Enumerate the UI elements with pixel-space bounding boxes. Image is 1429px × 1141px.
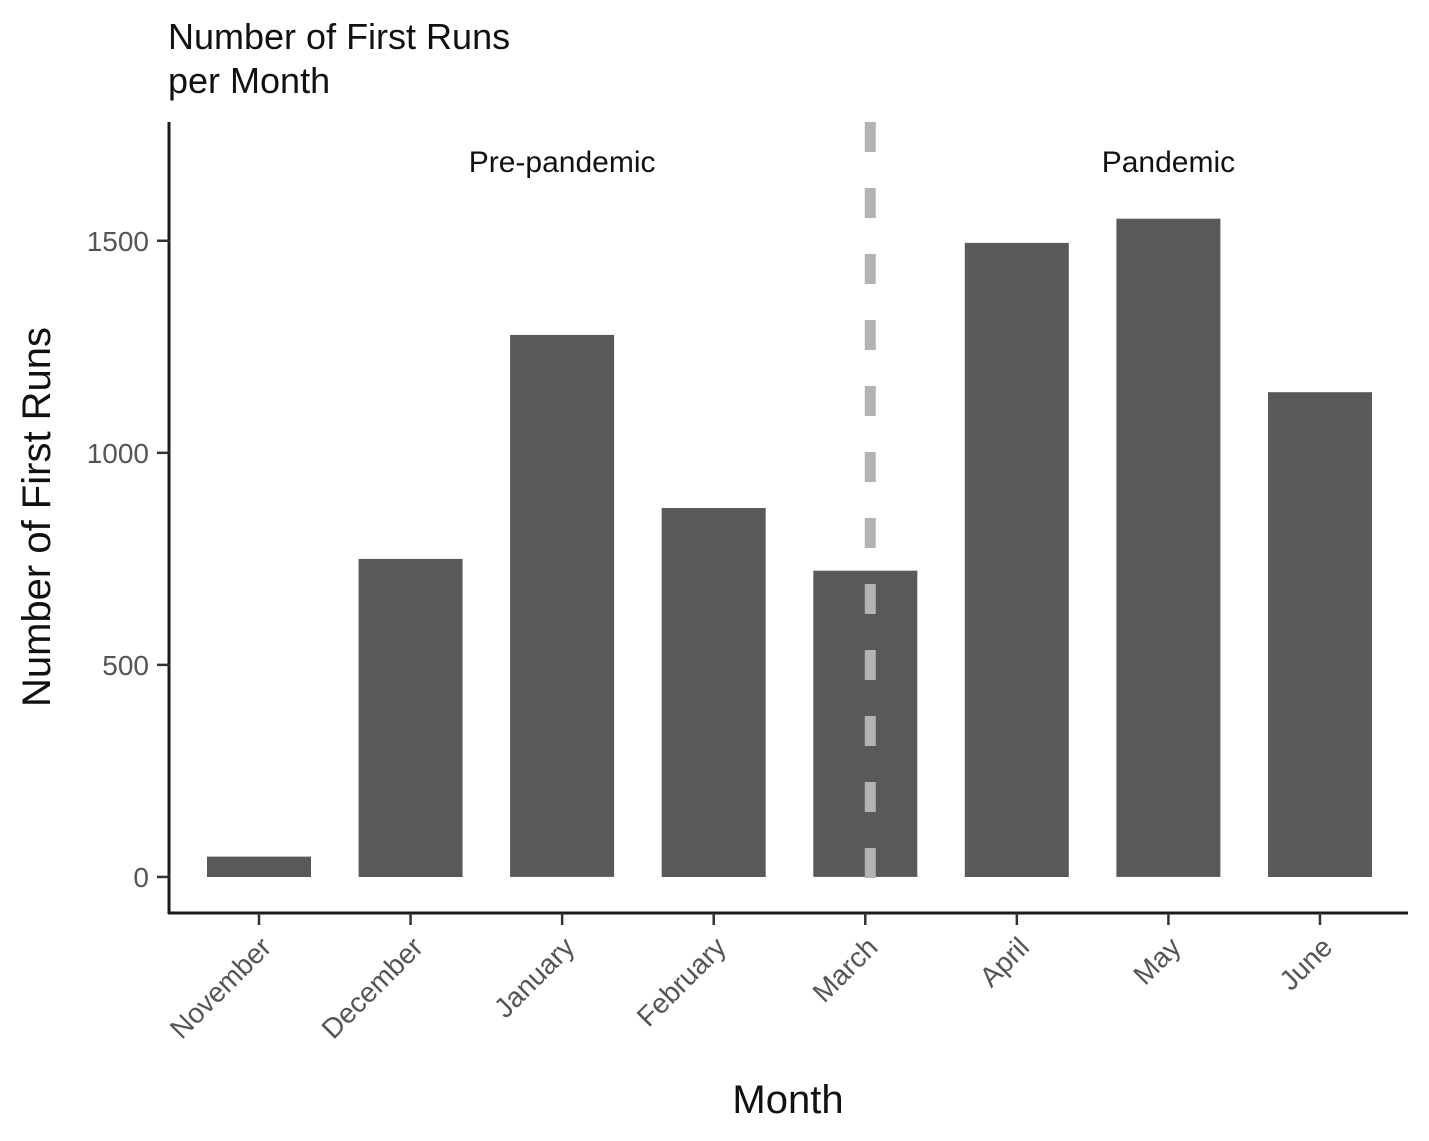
bar-june <box>1268 392 1372 877</box>
y-tick-label-1000: 1000 <box>87 438 149 469</box>
x-tick-label-february: February <box>631 931 732 1032</box>
chart-title-line-1: Number of First Runs <box>168 16 511 57</box>
x-tick-label-december: December <box>316 931 429 1044</box>
y-axis-title: Number of First Runs <box>15 327 59 707</box>
bar-december <box>358 558 463 877</box>
annotations-group: Pre-pandemic Pandemic <box>469 146 1235 179</box>
x-tick-label-may: May <box>1127 931 1186 990</box>
chart-title-line-2: per Month <box>168 60 331 101</box>
bar-february <box>661 508 766 877</box>
axes-group <box>167 122 1408 915</box>
bar-november <box>207 856 311 877</box>
bar-april <box>964 242 1069 877</box>
annotation-pandemic: Pandemic <box>1102 146 1235 179</box>
y-tick-label-0: 0 <box>133 862 149 893</box>
bar-may <box>1116 218 1221 877</box>
y-tick-label-500: 500 <box>102 650 149 681</box>
x-tick-label-march: March <box>807 931 884 1008</box>
bars-group <box>207 218 1372 877</box>
x-tick-label-june: June <box>1273 931 1338 996</box>
x-tick-label-january: January <box>488 931 580 1023</box>
annotation-pre-pandemic: Pre-pandemic <box>469 146 656 179</box>
x-tick-label-april: April <box>974 931 1036 993</box>
bar-january <box>510 334 615 877</box>
y-tick-label-1500: 1500 <box>87 226 149 257</box>
x-axis-title: Month <box>732 1078 843 1122</box>
y-ticks-group: 0 500 1000 1500 <box>87 226 169 893</box>
x-ticks-group: November December January February March Apri… <box>164 913 1338 1045</box>
x-tick-label-november: November <box>164 931 277 1044</box>
